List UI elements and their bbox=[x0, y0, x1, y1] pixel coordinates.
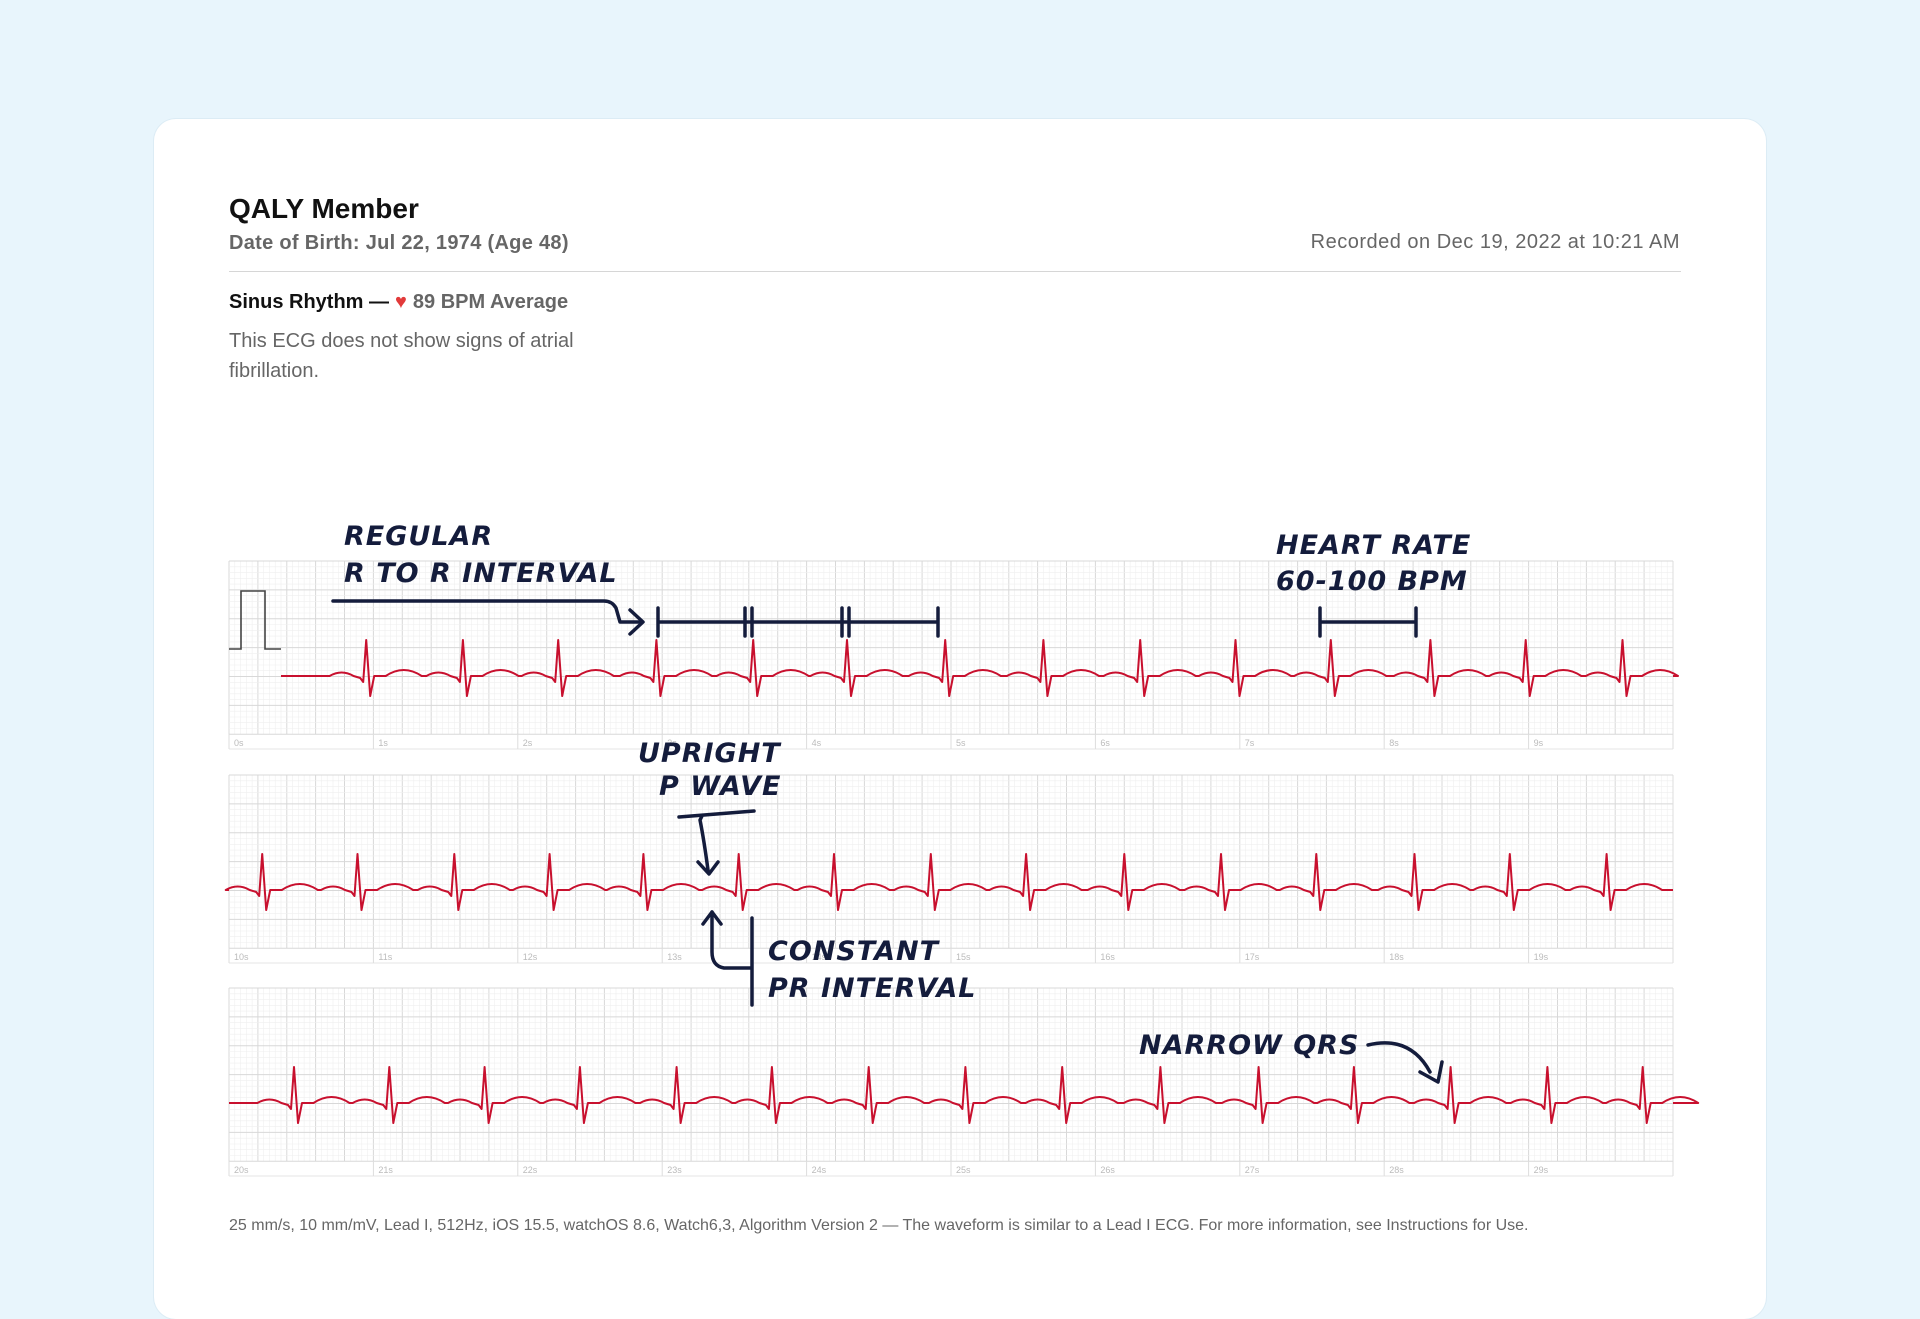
tick-label: 12s bbox=[523, 952, 538, 962]
patient-name: QALY Member bbox=[229, 193, 419, 224]
heart-icon: ♥ bbox=[395, 291, 407, 313]
tick-label: 15s bbox=[956, 952, 971, 962]
hr-bracket bbox=[1318, 606, 1418, 638]
ecg-grid bbox=[228, 774, 1674, 949]
ecg-trace bbox=[281, 639, 1679, 697]
ecg-trace bbox=[224, 853, 1673, 911]
tick-label: 22s bbox=[523, 1165, 538, 1175]
tick-label: 14s bbox=[812, 952, 827, 962]
rr-arrow bbox=[331, 599, 642, 624]
tick-label: 25s bbox=[956, 1165, 971, 1175]
ecg-report-card bbox=[154, 119, 1766, 1319]
hr-label-2: 60-100 BPM bbox=[1276, 566, 1468, 597]
pr-label-1: CONSTANT bbox=[768, 936, 941, 967]
tick-label: 27s bbox=[1245, 1165, 1260, 1175]
ecg-trace bbox=[229, 1066, 1700, 1124]
ecg-grid bbox=[228, 560, 1674, 735]
tick-label: 5s bbox=[956, 738, 966, 748]
pr-arrowhead bbox=[701, 910, 723, 926]
tick-label: 11s bbox=[378, 952, 392, 962]
calibration-pulse bbox=[229, 590, 281, 650]
pr-pointer bbox=[710, 910, 754, 1007]
ecg-grid bbox=[228, 987, 1674, 1162]
tick-label: 21s bbox=[378, 1165, 393, 1175]
ecg-strip-3: 20s 21s 22s 23s 24s 25s 26s 27s 28s 29s bbox=[228, 987, 1700, 1177]
tick-label: 8s bbox=[1389, 738, 1399, 748]
tick-label: 16s bbox=[1100, 952, 1115, 962]
average-bpm: 89 BPM Average bbox=[412, 291, 569, 313]
qrs-label: NARROW QRS bbox=[1139, 1030, 1359, 1061]
tick-label: 10s bbox=[234, 952, 249, 962]
annotation-text: REGULAR R TO R INTERVAL HEART RATE 60-10… bbox=[344, 521, 1471, 1061]
rhythm-summary: Sinus Rhythm — ♥ 89 BPM Average bbox=[229, 291, 568, 314]
p-wave-arrowhead bbox=[696, 860, 720, 876]
ecg-strip-1: 0s 1s 2s 3s 4s 5s 6s 7s 8s 9s bbox=[228, 560, 1679, 750]
ecg-footnote: 25 mm/s, 10 mm/mV, Lead I, 512Hz, iOS 15… bbox=[229, 1217, 1529, 1234]
tick-label: 23s bbox=[667, 1165, 682, 1175]
tick-label: 13s bbox=[667, 952, 682, 962]
tick-label: 17s bbox=[1245, 952, 1260, 962]
tick-label: 18s bbox=[1389, 952, 1404, 962]
p-wave-pointer bbox=[677, 809, 756, 872]
tick-label: 9s bbox=[1534, 738, 1544, 748]
tick-label: 3s bbox=[667, 738, 677, 748]
ecg-chart: 0s 1s 2s 3s 4s 5s 6s 7s 8s 9s 10s 11s 12s 13s 14s 15s 16… bbox=[224, 521, 1700, 1177]
tick-label: 26s bbox=[1100, 1165, 1115, 1175]
p-label-1: UPRIGHT bbox=[638, 738, 782, 769]
tick-label: 6s bbox=[1100, 738, 1110, 748]
rr-brackets bbox=[656, 606, 940, 638]
qrs-arrowhead bbox=[1418, 1060, 1444, 1084]
qrs-arrow bbox=[1366, 1041, 1432, 1074]
rr-arrowhead bbox=[628, 608, 645, 636]
rhythm-label: Sinus Rhythm — bbox=[229, 291, 390, 313]
tick-label: 1s bbox=[378, 738, 388, 748]
ecg-strips: 0s 1s 2s 3s 4s 5s 6s 7s 8s 9s 10s 11s 12s 13s 14s 15s 16… bbox=[224, 560, 1700, 1177]
rr-label-1: REGULAR bbox=[344, 521, 493, 552]
tick-label: 0s bbox=[234, 738, 244, 748]
tick-label: 20s bbox=[234, 1165, 249, 1175]
p-label-2: P WAVE bbox=[659, 771, 781, 802]
hr-label-1: HEART RATE bbox=[1276, 530, 1471, 561]
annotations bbox=[331, 599, 1444, 1084]
tick-label: 7s bbox=[1245, 738, 1255, 748]
tick-label: 28s bbox=[1389, 1165, 1404, 1175]
tick-label: 2s bbox=[523, 738, 533, 748]
pr-label-2: PR INTERVAL bbox=[768, 973, 976, 1004]
tick-label: 4s bbox=[812, 738, 822, 748]
tick-label: 19s bbox=[1534, 952, 1549, 962]
tick-label: 29s bbox=[1534, 1165, 1549, 1175]
header-divider bbox=[229, 271, 1681, 272]
recorded-timestamp: Recorded on Dec 19, 2022 at 10:21 AM bbox=[1310, 231, 1680, 253]
rhythm-description: This ECG does not show signs of atrial f… bbox=[229, 330, 574, 382]
rr-label-2: R TO R INTERVAL bbox=[344, 558, 618, 589]
date-of-birth: Date of Birth: Jul 22, 1974 (Age 48) bbox=[229, 232, 569, 254]
tick-label: 24s bbox=[812, 1165, 827, 1175]
ecg-strip-2: 10s 11s 12s 13s 14s 15s 16s 17s 18s 19s bbox=[224, 774, 1674, 964]
